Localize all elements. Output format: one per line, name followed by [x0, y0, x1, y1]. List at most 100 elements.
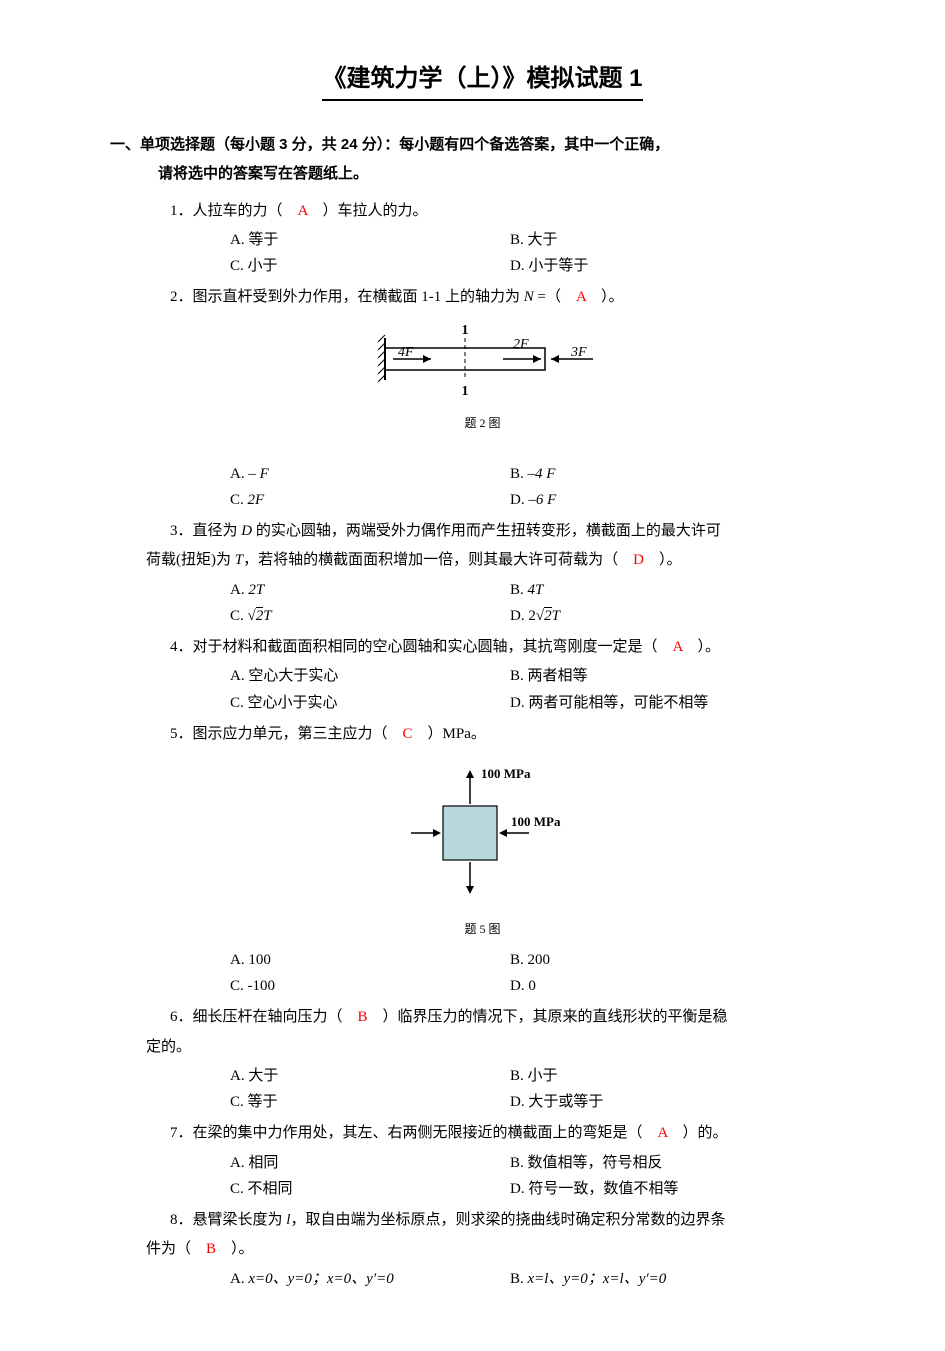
q-text: 的实心圆轴，两端受外力偶作用而产生扭转变形，横截面上的最大许可	[252, 523, 721, 539]
section-subheading: 请将选中的答案写在答题纸上。	[158, 162, 855, 185]
figure-2: 1 1 4F 2F 3F 题 2 图	[110, 320, 855, 433]
answer: D	[633, 552, 644, 568]
q-text: ）。	[586, 289, 624, 305]
q-num: 7．	[170, 1125, 193, 1141]
opt-a: A. 2T	[230, 579, 510, 602]
top-label: 100 MPa	[481, 766, 531, 781]
var-n: N	[520, 289, 538, 305]
answer: B	[358, 1009, 368, 1025]
q-num: 1．	[170, 203, 193, 219]
q-num: 4．	[170, 639, 193, 655]
question-8-cont: 件为（ B ）。	[146, 1238, 855, 1261]
opt-a-math: 2T	[248, 582, 264, 598]
var-t: T	[235, 552, 243, 568]
page-title: 《建筑力学（上）》模拟试题 1	[322, 60, 642, 101]
element-rect	[443, 806, 497, 860]
options-1: A. 等于 B. 大于 C. 小于 D. 小于等于	[230, 229, 855, 279]
question-6-cont: 定的。	[146, 1036, 855, 1059]
options-6: A. 大于 B. 小于 C. 等于 D. 大于或等于	[230, 1065, 855, 1115]
question-3-cont: 荷载(扭矩)为 T，若将轴的横截面面积增加一倍，则其最大许可荷载为（ D ）。	[146, 549, 855, 572]
figure-5: 100 MPa 100 MPa 题 5 图	[110, 756, 855, 939]
force-4f: 4F	[398, 345, 414, 360]
opt-a-math: – F	[248, 466, 268, 482]
options-4: A. 空心大于实心 B. 两者相等 C. 空心小于实心 D. 两者可能相等，可能…	[230, 665, 855, 715]
question-3: 3．直径为 D 的实心圆轴，两端受外力偶作用而产生扭转变形，横截面上的最大许可	[170, 520, 855, 543]
opt-c-math: √2T	[248, 607, 272, 624]
opt-a: A. 100	[230, 949, 510, 972]
opt-d: D. 两者可能相等，可能不相等	[510, 692, 790, 715]
q-text: ）车拉人的力。	[308, 203, 428, 219]
options-7: A. 相同 B. 数值相等，符号相反 C. 不相同 D. 符号一致，数值不相等	[230, 1152, 855, 1202]
opt-c: C. 等于	[230, 1091, 510, 1114]
opt-b: B. 4T	[510, 579, 790, 602]
var-d: D	[241, 523, 252, 539]
opt-b: B. x=l、y=0；x=l、y′=0	[510, 1268, 790, 1291]
question-4: 4．对于材料和截面面积相同的空心圆轴和实心圆轴，其抗弯刚度一定是（ A ）。	[170, 636, 855, 659]
opt-d-math: 2√2T	[528, 607, 560, 624]
opt-a: A. – F	[230, 463, 510, 486]
opt-b-math: 4T	[528, 582, 544, 598]
q-num: 8．	[170, 1212, 193, 1228]
opt-d: D. 大于或等于	[510, 1091, 790, 1114]
opt-c: C. 空心小于实心	[230, 692, 510, 715]
options-5: A. 100 B. 200 C. -100 D. 0	[230, 949, 855, 999]
opt-b: B. 小于	[510, 1065, 790, 1088]
question-7: 7．在梁的集中力作用处，其左、右两侧无限接近的横截面上的弯矩是（ A ）的。	[170, 1122, 855, 1145]
q-text: 图示应力单元，第三主应力（	[193, 726, 403, 742]
opt-b: B. 大于	[510, 229, 790, 252]
opt-b: B. 200	[510, 949, 790, 972]
q-text: 悬臂梁长度为	[193, 1212, 287, 1228]
answer: A	[576, 289, 586, 305]
question-5: 5．图示应力单元，第三主应力（ C ）MPa。	[170, 723, 855, 746]
opt-d: D. 小于等于	[510, 255, 790, 278]
q-text: 图示直杆受到外力作用，在横截面 1-1 上的轴力为	[193, 289, 521, 305]
opt-d: D. 0	[510, 975, 790, 998]
opt-d: D. –6 F	[510, 489, 790, 512]
q-text: ）MPa。	[413, 726, 486, 742]
opt-c-math: 2F	[248, 492, 265, 508]
opt-c: C. √2T	[230, 605, 510, 628]
opt-b: B. –4 F	[510, 463, 790, 486]
q-text: ，取自由端为坐标原点，则求梁的挠曲线时确定积分常数的边界条	[290, 1212, 725, 1228]
q-text: ）。	[644, 552, 682, 568]
q-text: 对于材料和截面面积相同的空心圆轴和实心圆轴，其抗弯刚度一定是（	[193, 639, 673, 655]
q-text: ，若将轴的横截面面积增加一倍，则其最大许可荷载为（	[243, 552, 633, 568]
opt-c: C. 不相同	[230, 1178, 510, 1201]
q-text: ）临界压力的情况下，其原来的直线形状的平衡是稳	[368, 1009, 728, 1025]
question-2: 2．图示直杆受到外力作用，在横截面 1-1 上的轴力为 N =（ A ）。	[170, 286, 855, 309]
opt-b-math: –4 F	[528, 466, 556, 482]
answer: B	[206, 1241, 216, 1257]
question-6: 6．细长压杆在轴向压力（ B ）临界压力的情况下，其原来的直线形状的平衡是稳	[170, 1006, 855, 1029]
q-num: 3．	[170, 523, 193, 539]
opt-c: C. 小于	[230, 255, 510, 278]
opt-d-math: –6 F	[528, 492, 556, 508]
opt-a: A. x=0、y=0；x=0、y′=0	[230, 1268, 510, 1291]
answer: A	[658, 1125, 668, 1141]
opt-b-math: x=l、y=0；x=l、y′=0	[528, 1271, 667, 1287]
bar-diagram: 1 1 4F 2F 3F	[343, 320, 623, 400]
opt-a: A. 等于	[230, 229, 510, 252]
opt-b: B. 数值相等，符号相反	[510, 1152, 790, 1175]
opt-a-math: x=0、y=0；x=0、y′=0	[248, 1271, 393, 1287]
question-8: 8．悬臂梁长度为 l，取自由端为坐标原点，则求梁的挠曲线时确定积分常数的边界条	[170, 1209, 855, 1232]
force-3f: 3F	[570, 345, 587, 360]
opt-c: C. 2F	[230, 489, 510, 512]
opt-a: A. 相同	[230, 1152, 510, 1175]
q-num: 5．	[170, 726, 193, 742]
sec-label-bot: 1	[461, 384, 468, 399]
answer: C	[403, 726, 413, 742]
q-text: 在梁的集中力作用处，其左、右两侧无限接近的横截面上的弯矩是（	[193, 1125, 658, 1141]
q-text: 直径为	[193, 523, 242, 539]
opt-a: A. 大于	[230, 1065, 510, 1088]
q-num: 2．	[170, 289, 193, 305]
answer: A	[298, 203, 308, 219]
answer: A	[673, 639, 683, 655]
opt-a: A. 空心大于实心	[230, 665, 510, 688]
options-8: A. x=0、y=0；x=0、y′=0 B. x=l、y=0；x=l、y′=0	[230, 1268, 855, 1291]
q-text: ）的。	[668, 1125, 728, 1141]
sec-label-top: 1	[461, 323, 468, 338]
force-2f: 2F	[513, 337, 529, 352]
title-wrap: 《建筑力学（上）》模拟试题 1	[110, 60, 855, 101]
opt-c: C. -100	[230, 975, 510, 998]
question-1: 1．人拉车的力（ A ）车拉人的力。	[170, 200, 855, 223]
